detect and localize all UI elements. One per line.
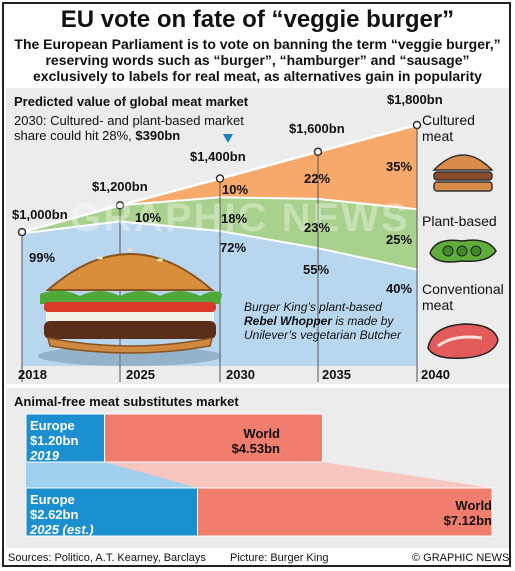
total-label-2035: $1,600bn	[289, 121, 345, 136]
steak-icon	[427, 323, 499, 360]
europe-label-2019: Europe	[30, 418, 75, 433]
cultured-share-2035: 22%	[304, 171, 331, 186]
year-label-2018: 2018	[18, 367, 47, 382]
category-plant: Plant-based	[422, 213, 497, 229]
footer-sources: Sources: Politico, A.T. Kearney, Barclay…	[8, 552, 206, 564]
year-2025: 2025 (est.)	[30, 522, 94, 537]
world-value-2025: $7.12bn	[443, 513, 492, 528]
burger-photo	[38, 248, 222, 366]
europe-bar-1	[25, 487, 198, 537]
conventional-share-2040: 40%	[386, 281, 413, 296]
footer-picture: Picture: Burger King	[230, 552, 329, 564]
note: 2030: Cultured- and plant-based market s…	[14, 113, 244, 143]
page-title: EU vote on fate of “veggie burger”	[60, 6, 455, 33]
total-label-2018: $1,000bn	[12, 207, 68, 222]
total-label-2025: $1,200bn	[92, 179, 148, 194]
total-point-2035	[313, 147, 323, 157]
total-label-2030: $1,400bn	[190, 149, 246, 164]
year-label-2035: 2035	[322, 367, 351, 382]
europe-label-2025: Europe	[30, 492, 75, 507]
year-2019: 2019	[30, 448, 59, 463]
section1-title: Predicted value of global meat market	[14, 94, 249, 109]
total-label-2040: $1,800bn	[387, 92, 443, 107]
note-line2: share could hit 28%,	[14, 128, 132, 143]
caption-line1: Burger King’s plant-based	[244, 300, 382, 314]
cultured-share-2040: 35%	[386, 159, 413, 174]
europe-growth-connector	[26, 462, 198, 488]
plant-share-2025: 10%	[135, 210, 162, 225]
peas-icon	[429, 239, 497, 263]
year-label-2040: 2040	[421, 367, 450, 382]
year-label-2030: 2030	[226, 367, 255, 382]
year-label-2025: 2025	[126, 367, 155, 382]
europe-2019: Europe $1.20bn 2019	[30, 418, 78, 463]
watermark: GRAPHIC NEWS	[70, 196, 410, 240]
total-point-2025	[115, 201, 125, 210]
conventional-share-2018: 99%	[29, 250, 56, 265]
category-conventional: Conventional meat	[422, 281, 504, 313]
world-label-2025: World	[455, 498, 492, 513]
world-2025: World $7.12bn	[410, 498, 492, 528]
conventional-share-2035: 55%	[303, 262, 330, 277]
section2-title: Animal-free meat substitutes market	[14, 394, 239, 409]
world-label-2019: World	[243, 426, 280, 441]
world-value-2019: $4.53bn	[231, 441, 280, 456]
europe-value-2019: $1.20bn	[30, 433, 79, 448]
note-value: $390bn	[135, 128, 181, 143]
photo-caption: Burger King’s plant-based Rebel Whopper …	[244, 300, 419, 342]
total-point-2030	[215, 174, 225, 183]
note-line1: 2030: Cultured- and plant-based market	[14, 113, 244, 128]
burger-icon	[432, 154, 494, 192]
plant-share-2035: 23%	[304, 220, 331, 235]
europe-value-2025: $2.62bn	[30, 507, 79, 522]
caption-bold: Rebel Whopper	[244, 314, 333, 328]
caption-line2: is made by Unilever’s vegetarian Butcher	[244, 314, 401, 342]
marker-2030-icon	[223, 134, 233, 143]
europe-bar-0	[25, 413, 105, 463]
world-2019: World $4.53bn	[200, 426, 280, 456]
subtitle: The European Parliament is to vote on ba…	[14, 36, 501, 84]
conventional-share-2030: 72%	[220, 240, 247, 255]
plant-share-2040: 25%	[386, 232, 413, 247]
frame	[2, 2, 511, 567]
plant-share-2030: 18%	[221, 211, 248, 226]
cultured-share-2030: 10%	[222, 182, 249, 197]
total-point-2018	[17, 227, 27, 237]
footer-credit: © GRAPHIC NEWS	[412, 552, 510, 564]
europe-2025: Europe $2.62bn 2025 (est.)	[30, 492, 94, 537]
total-point-2040	[412, 120, 422, 130]
category-cultured: Cultured meat	[422, 112, 475, 144]
